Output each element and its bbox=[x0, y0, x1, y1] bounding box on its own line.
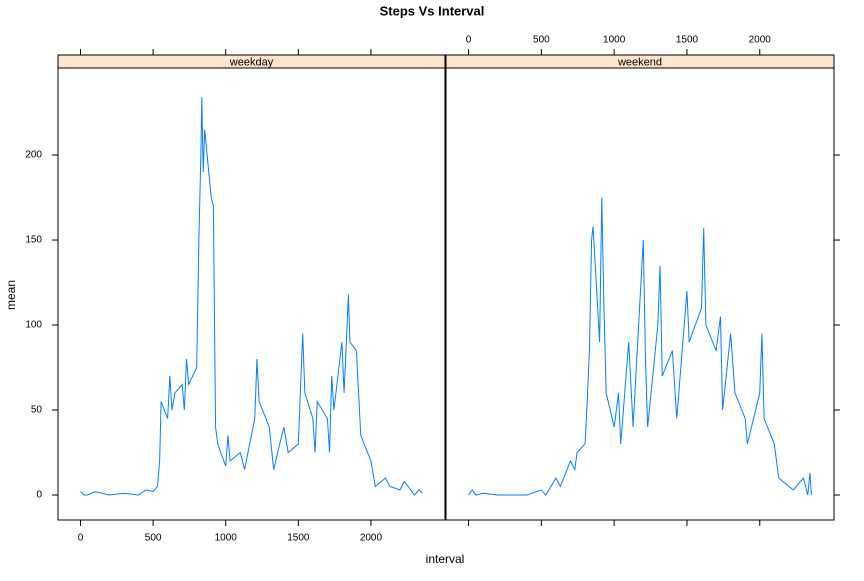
y-tick-label: 0 bbox=[36, 490, 42, 501]
strip-label: weekday bbox=[229, 56, 274, 68]
panel bbox=[445, 67, 835, 521]
x-tick-label: 2000 bbox=[360, 533, 383, 544]
x-tick-label: 1000 bbox=[215, 533, 238, 544]
y-tick-label: 150 bbox=[25, 235, 42, 246]
x-tick-label: 2000 bbox=[749, 35, 772, 46]
x-tick-label: 500 bbox=[145, 533, 162, 544]
x-tick-label: 0 bbox=[78, 533, 84, 544]
x-tick-label: 500 bbox=[533, 35, 550, 46]
y-axis-label: mean bbox=[4, 280, 18, 310]
y-tick-label: 200 bbox=[25, 150, 42, 161]
x-tick-label: 1500 bbox=[287, 533, 310, 544]
x-tick-label: 1000 bbox=[603, 35, 626, 46]
data-line bbox=[80, 97, 423, 496]
y-tick-label: 50 bbox=[31, 405, 43, 416]
x-tick-label: 0 bbox=[466, 35, 472, 46]
data-line bbox=[468, 197, 812, 496]
strip-label: weekend bbox=[617, 56, 662, 68]
x-tick-label: 1500 bbox=[676, 35, 699, 46]
y-tick-label: 100 bbox=[25, 320, 42, 331]
chart-title: Steps Vs Interval bbox=[380, 3, 485, 18]
x-axis-label: interval bbox=[426, 552, 465, 566]
panel bbox=[57, 67, 446, 521]
